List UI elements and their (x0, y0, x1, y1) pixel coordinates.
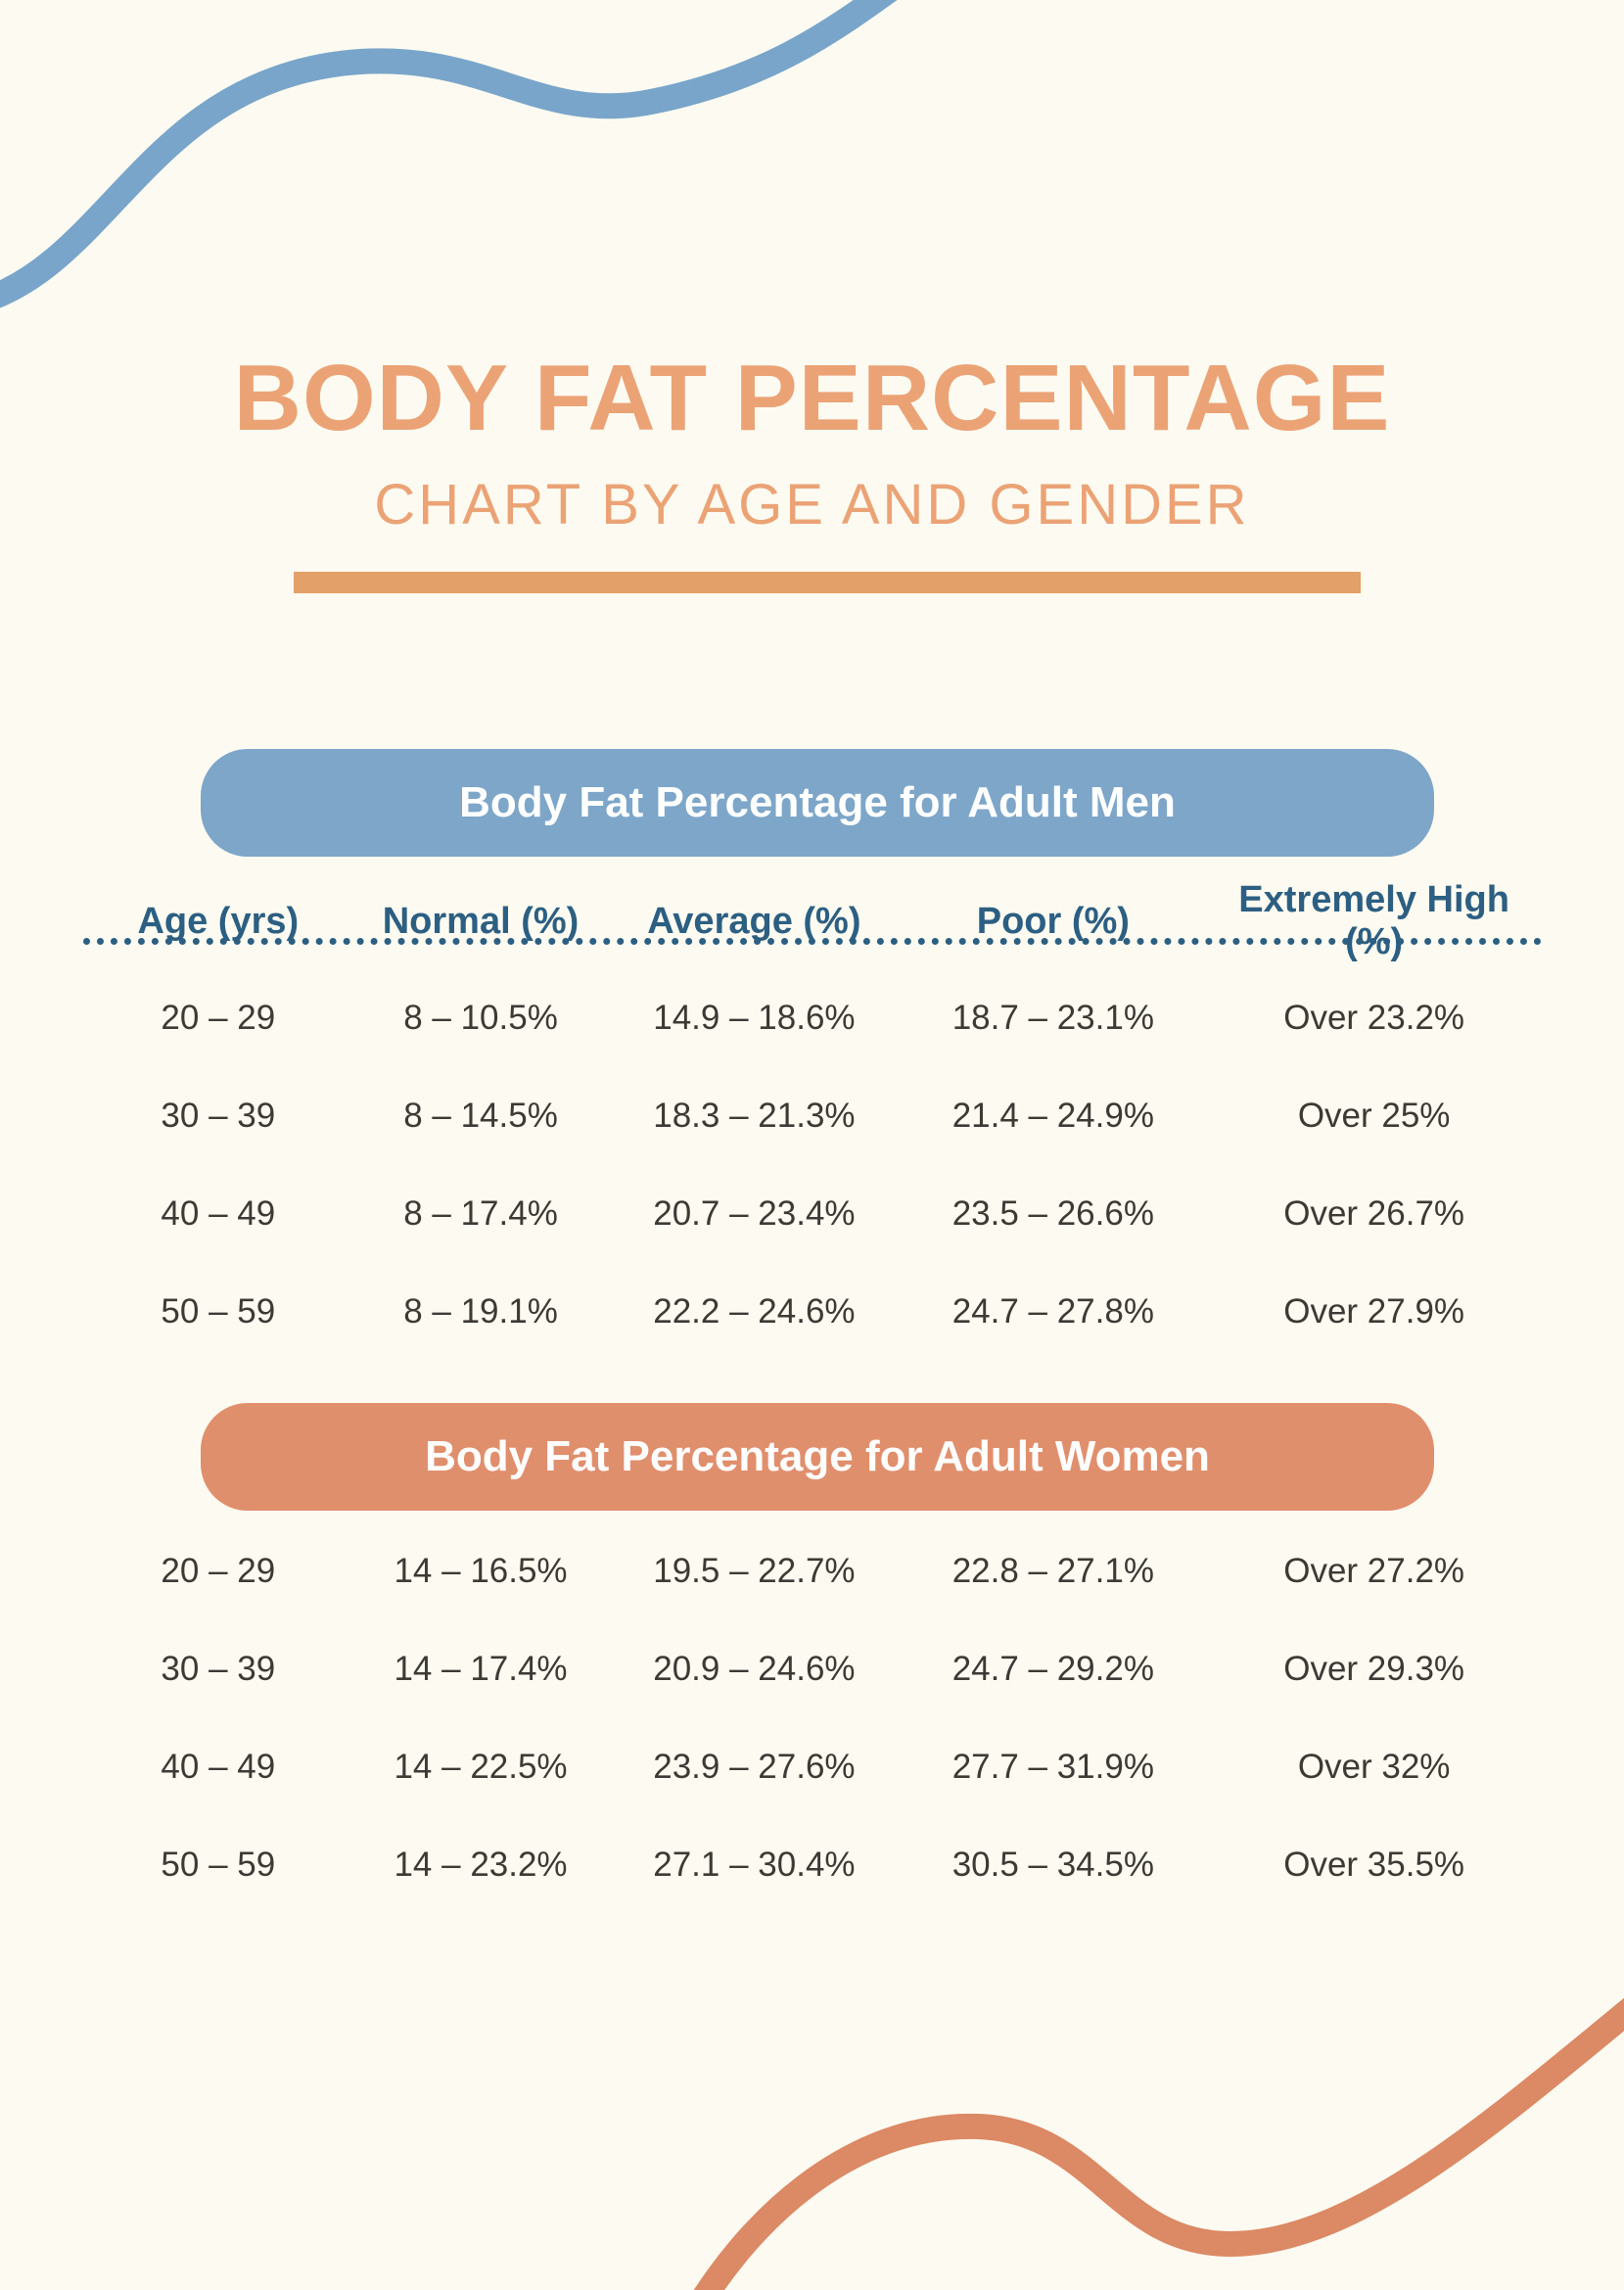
column-header: Age (yrs) (137, 900, 300, 942)
column-header: Extremely High (%) (1238, 879, 1509, 962)
table-cell: 30 – 39 (161, 1650, 276, 1688)
table-cell: 18.7 – 23.1% (951, 999, 1154, 1037)
women-section-header: Body Fat Percentage for Adult Women (201, 1403, 1434, 1511)
table-cell: 14 – 22.5% (394, 1748, 568, 1786)
table-cell: 22.8 – 27.1% (951, 1552, 1154, 1590)
table-cell: 14 – 16.5% (394, 1552, 568, 1590)
table-cell: 8 – 19.1% (403, 1292, 558, 1331)
table-cell: 20.9 – 24.6% (653, 1650, 856, 1688)
table-cell: 20 – 29 (161, 999, 276, 1037)
table-cell: 27.1 – 30.4% (653, 1846, 856, 1884)
table-cell: 8 – 10.5% (403, 999, 558, 1037)
men-section-header: Body Fat Percentage for Adult Men (201, 749, 1434, 857)
men-section-header-label: Body Fat Percentage for Adult Men (459, 778, 1176, 826)
table-cell: Over 27.9% (1283, 1292, 1465, 1331)
table-cell: Over 32% (1297, 1748, 1451, 1786)
table-cell: 14 – 17.4% (394, 1650, 568, 1688)
table-cell: 14 – 23.2% (394, 1846, 568, 1884)
dotted-divider (83, 938, 1542, 945)
table-cell: 8 – 17.4% (403, 1194, 558, 1233)
table-cell: 30.5 – 34.5% (951, 1846, 1154, 1884)
table-row: 50 – 59 14 – 23.2% 27.1 – 30.4% 30.5 – 34.5… (83, 1816, 1542, 1914)
table-cell: 20 – 29 (161, 1552, 276, 1590)
page-title: BODY FAT PERCENTAGE (233, 346, 1391, 450)
table-row: 30 – 39 14 – 17.4% 20.9 – 24.6% 24.7 – 29.2… (83, 1620, 1542, 1718)
table-cell: Over 25% (1297, 1097, 1451, 1135)
title-underline (294, 572, 1361, 593)
table-row: 20 – 29 14 – 16.5% 19.5 – 22.7% 22.8 – 27.1… (83, 1522, 1542, 1620)
table-cell: 50 – 59 (161, 1846, 276, 1884)
table-cell: Over 29.3% (1283, 1650, 1465, 1688)
table-cell: 14.9 – 18.6% (653, 999, 856, 1037)
table-cell: Over 26.7% (1283, 1194, 1465, 1233)
table-cell: Over 23.2% (1283, 999, 1465, 1037)
table-cell: 50 – 59 (161, 1292, 276, 1331)
table-cell: Over 27.2% (1283, 1552, 1465, 1590)
table-cell: 22.2 – 24.6% (653, 1292, 856, 1331)
table-column-headers: Age (yrs) Normal (%) Average (%) Poor (%) Ex… (83, 879, 1542, 962)
table-cell: 18.3 – 21.3% (653, 1097, 856, 1135)
table-row: 50 – 59 8 – 19.1% 22.2 – 24.6% 24.7 – 27.8%… (83, 1263, 1542, 1361)
table-cell: 24.7 – 27.8% (951, 1292, 1154, 1331)
men-table: 20 – 29 8 – 10.5% 14.9 – 18.6% 18.7 – 23.1%… (83, 969, 1542, 1361)
column-header: Normal (%) (382, 900, 580, 942)
column-header: Poor (%) (976, 900, 1130, 942)
page-subtitle: CHART BY AGE AND GENDER (374, 473, 1250, 537)
table-cell: Over 35.5% (1283, 1846, 1465, 1884)
table-cell: 23.5 – 26.6% (951, 1194, 1154, 1233)
women-section-header-label: Body Fat Percentage for Adult Women (425, 1432, 1210, 1480)
table-row: 30 – 39 8 – 14.5% 18.3 – 21.3% 21.4 – 24.9%… (83, 1067, 1542, 1165)
table-row: 40 – 49 14 – 22.5% 23.9 – 27.6% 27.7 – 31.9… (83, 1718, 1542, 1816)
table-cell: 8 – 14.5% (403, 1097, 558, 1135)
table-cell: 40 – 49 (161, 1194, 276, 1233)
table-cell: 23.9 – 27.6% (653, 1748, 856, 1786)
decorative-wave-bottom-icon (693, 1997, 1624, 2290)
table-row: 20 – 29 8 – 10.5% 14.9 – 18.6% 18.7 – 23.1%… (83, 969, 1542, 1067)
table-cell: 20.7 – 23.4% (653, 1194, 856, 1233)
table-cell: 40 – 49 (161, 1748, 276, 1786)
table-cell: 30 – 39 (161, 1097, 276, 1135)
table-row: 40 – 49 8 – 17.4% 20.7 – 23.4% 23.5 – 26.6%… (83, 1165, 1542, 1263)
decorative-wave-top-icon (0, 0, 898, 308)
column-header: Average (%) (647, 900, 861, 942)
table-cell: 27.7 – 31.9% (951, 1748, 1154, 1786)
table-cell: 19.5 – 22.7% (653, 1552, 856, 1590)
table-cell: 24.7 – 29.2% (951, 1650, 1154, 1688)
table-cell: 21.4 – 24.9% (951, 1097, 1154, 1135)
women-table: 20 – 29 14 – 16.5% 19.5 – 22.7% 22.8 – 27.1… (83, 1522, 1542, 1914)
